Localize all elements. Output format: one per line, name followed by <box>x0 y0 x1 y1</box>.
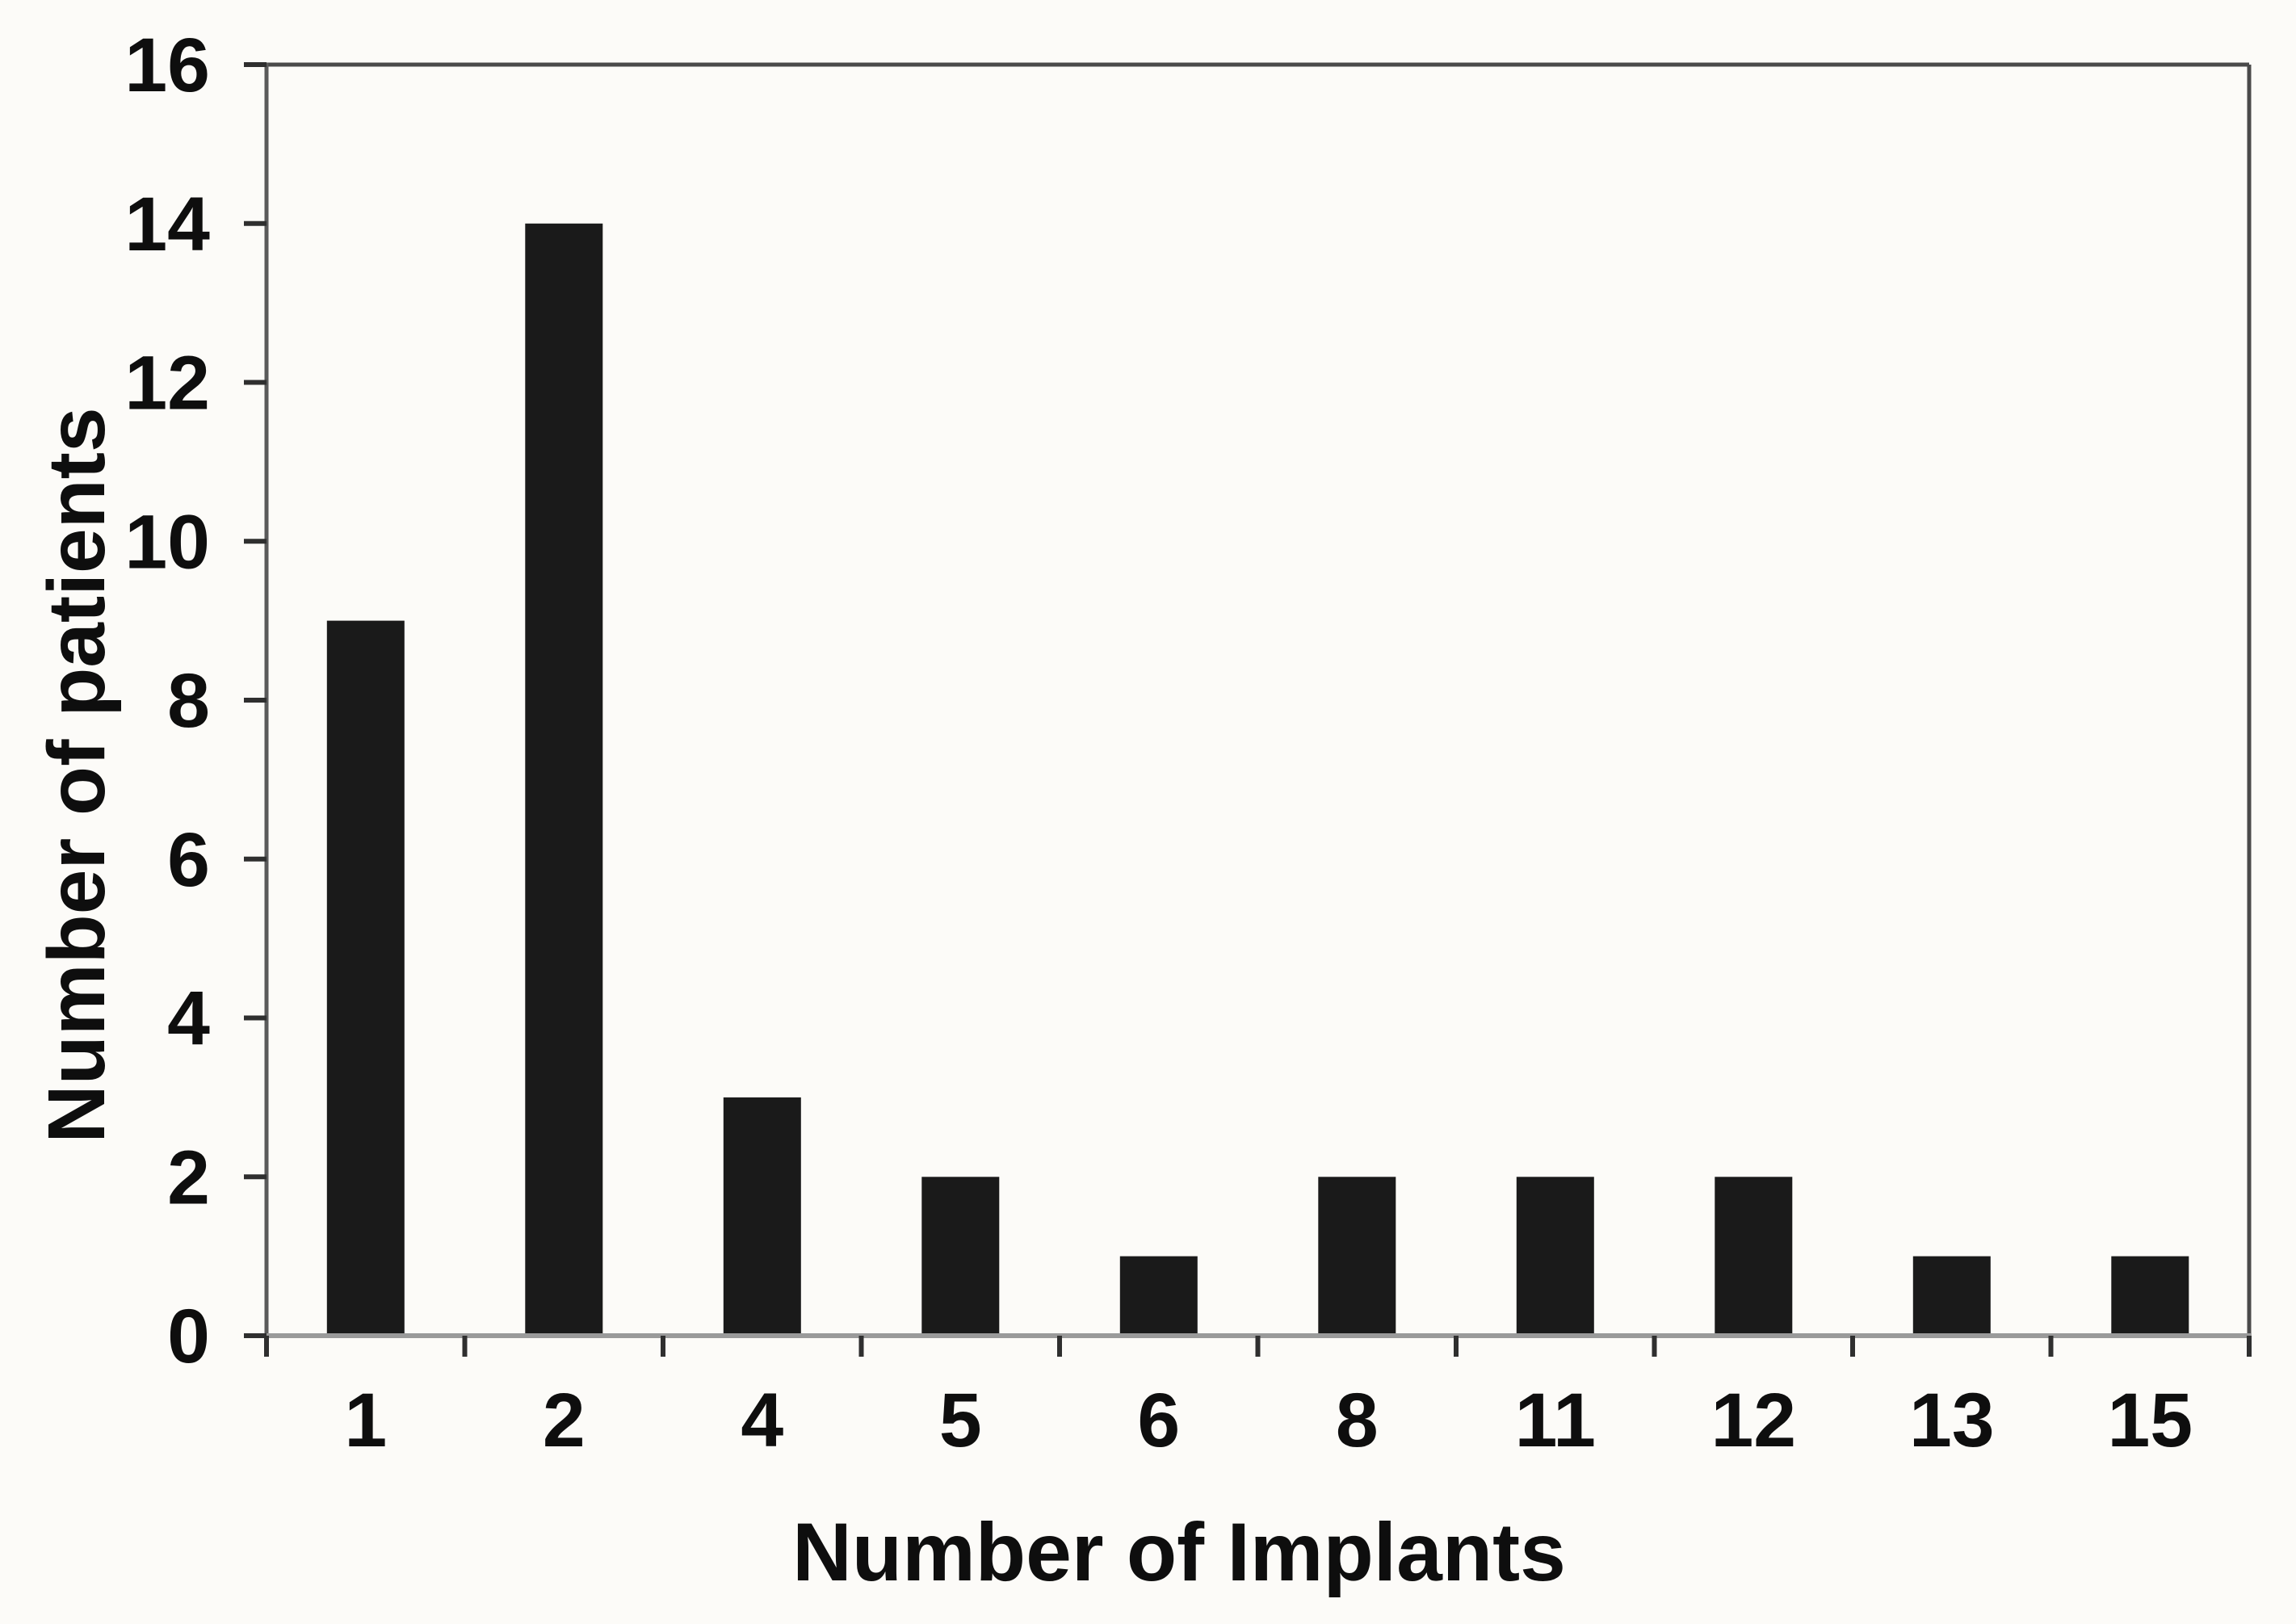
y-tick-label: 6 <box>167 817 210 903</box>
x-axis-title: Number of Implants <box>792 1506 1566 1598</box>
y-tick-label: 4 <box>167 976 210 1062</box>
y-tick-label: 14 <box>124 182 210 267</box>
y-tick-label: 10 <box>124 499 210 585</box>
x-tick-label: 6 <box>1137 1378 1180 1463</box>
x-tick-label: 11 <box>1515 1378 1596 1463</box>
bar <box>1516 1177 1594 1337</box>
bar <box>1119 1256 1198 1336</box>
x-tick-label: 4 <box>741 1378 783 1463</box>
x-tick-label: 2 <box>543 1378 586 1463</box>
y-tick-label: 8 <box>167 658 210 744</box>
y-tick-label: 16 <box>124 23 210 108</box>
y-tick-label: 0 <box>167 1294 210 1379</box>
x-tick-label: 8 <box>1336 1378 1379 1463</box>
bar <box>2111 1256 2189 1336</box>
bar <box>1912 1256 1991 1336</box>
bar <box>525 223 603 1337</box>
bars-layer <box>326 223 2189 1337</box>
x-tick-label: 1 <box>344 1378 387 1463</box>
bar <box>723 1097 801 1336</box>
x-tick-label: 13 <box>1909 1378 1995 1463</box>
bar <box>1715 1177 1793 1337</box>
y-tick-label: 12 <box>124 341 210 426</box>
bar <box>1318 1177 1396 1337</box>
y-tick-label: 2 <box>167 1135 210 1220</box>
axis-ticks <box>244 62 2252 1357</box>
x-tick-label: 12 <box>1710 1378 1796 1463</box>
bar <box>921 1177 1000 1337</box>
bar <box>326 620 405 1336</box>
x-tick-label: 15 <box>2107 1378 2193 1463</box>
x-tick-label: 5 <box>939 1378 982 1463</box>
y-axis-title: Number of patients <box>31 407 122 1143</box>
